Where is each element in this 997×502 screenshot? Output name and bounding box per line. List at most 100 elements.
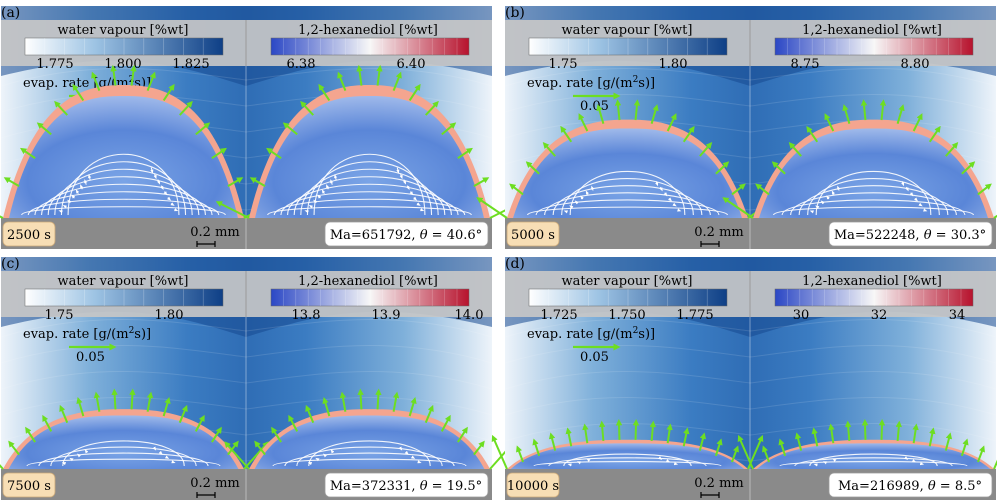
flow-arrowhead (84, 449, 89, 454)
flow-arrowhead (84, 179, 88, 185)
evaporation-flux-arrow (25, 426, 36, 443)
evaporation-flux-arrow (282, 122, 298, 136)
evaporation-flux-arrow (650, 104, 659, 124)
flow-arrowhead (665, 459, 671, 463)
evaporation-flux-arrow (844, 420, 852, 442)
flow-arrowhead (659, 186, 663, 192)
evaporation-flux-arrow (194, 414, 205, 432)
evaporation-flux-arrow (560, 125, 573, 143)
droplet-interior (8, 415, 239, 469)
flow-streamline (781, 199, 966, 216)
panel-d: (d) water vapour [%wt] 1.725 1.750 1.775 1,2-… (491, 256, 997, 500)
water-tick-label: 1.775 (36, 57, 73, 72)
water-tick-label: 1.800 (104, 57, 141, 72)
evaporation-flux-arrow (632, 418, 640, 440)
evaporation-flux-arrow (288, 414, 299, 432)
evaporation-flux-arrow (578, 113, 589, 132)
evaporation-flux-arrow (755, 183, 770, 196)
time-badge: 2500 s (2, 221, 56, 247)
water-vapour-title: water vapour [%wt] (58, 23, 189, 38)
water-vapour-title: water vapour [%wt] (58, 274, 189, 289)
evaporation-flux-arrow (227, 177, 244, 188)
flow-arrowhead (822, 461, 828, 465)
flow-streamline (561, 178, 694, 216)
hexanediol-title: 1,2-hexanediol [%wt] (802, 23, 942, 38)
evaporation-flux-arrow (425, 100, 439, 116)
hexanediol-title: 1,2-hexanediol [%wt] (298, 274, 438, 289)
flow-arrowhead (171, 460, 176, 464)
flow-streamline (527, 206, 728, 216)
marangoni-box (828, 221, 993, 247)
flow-streamline (300, 168, 439, 216)
flow-arrowhead (677, 208, 682, 212)
flow-arrowhead (77, 453, 81, 458)
flow-arrowhead (410, 455, 416, 459)
scale-bar: 0.2 mm (190, 476, 240, 498)
time-label: 5000 s (511, 228, 555, 243)
scale-bar: 0.2 mm (694, 476, 744, 498)
hexanediol-tick-label: 32 (871, 308, 888, 323)
droplet-left (0, 388, 269, 470)
flow-arrowhead (914, 197, 919, 202)
evaporation-flux-arrow (722, 197, 754, 219)
time-label: 10000 s (507, 479, 559, 494)
evaporation-flux-arrow (300, 100, 314, 116)
flow-arrowhead (71, 194, 76, 199)
evaporation-flux-arrow (111, 388, 118, 410)
flow-streamline (798, 185, 949, 216)
flow-streamline (50, 446, 197, 467)
flow-arrowhead (591, 185, 595, 191)
marangoni-info: Ma=522248, θ = 30.3° (828, 221, 993, 247)
hexanediol-colorbar (270, 37, 470, 56)
evaporation-flux-arrow (8, 440, 20, 456)
evaporation-flux-arrow (615, 418, 623, 440)
water-tick-label: 1.80 (659, 57, 688, 72)
water-tick-label: 1.750 (608, 308, 645, 323)
flow-arrowhead (655, 181, 659, 187)
flow-arrowhead (574, 200, 579, 205)
evaporation-flux-arrow (806, 125, 819, 143)
evaporation-flux-arrow (146, 71, 156, 91)
flow-arrowhead (323, 453, 327, 458)
scale-label: 0.2 mm (694, 476, 743, 491)
flow-streamline (67, 153, 180, 216)
flow-streamline (552, 185, 703, 216)
droplet-left (491, 418, 764, 470)
evaporation-flux-arrow (130, 64, 137, 86)
evaporation-flux-arrow (473, 177, 490, 188)
time-label: 7500 s (7, 479, 51, 494)
flow-arrowhead (156, 179, 161, 185)
evap-rate-title: evap. rate [g/(m2s)] (527, 326, 655, 342)
panel-label: (c) (1, 256, 20, 272)
flow-arrowhead (905, 186, 909, 192)
flow-arrowhead (417, 460, 422, 464)
flow-streamline (313, 153, 426, 216)
marangoni-box (828, 472, 993, 498)
flow-arrowhead (901, 181, 905, 187)
water-vapour-title: water vapour [%wt] (562, 23, 693, 38)
water-colorbar (528, 288, 728, 307)
flow-arrowhead (326, 184, 330, 190)
hexanediol-tick-label: 8.80 (901, 57, 930, 72)
evaporation-flux-arrow (912, 113, 923, 132)
evaporation-flux-arrow (356, 64, 363, 86)
marangoni-label: Ma=651792, θ = 40.6° (330, 228, 482, 243)
flow-streamline (548, 457, 707, 467)
water-colorbar (528, 37, 728, 56)
evap-rate-title: evap. rate [g/(m2s)] (527, 75, 655, 91)
flow-streamline (306, 161, 433, 216)
evaporation-flux-arrow (778, 438, 787, 457)
flow-arrowhead (88, 174, 92, 181)
hexanediol-colorbar (774, 37, 974, 56)
evaporation-flux-arrow (714, 438, 723, 457)
scale-label: 0.2 mm (190, 225, 239, 240)
droplet-right (722, 99, 997, 219)
flow-streamline (809, 453, 938, 467)
evap-reference-value: 0.05 (580, 350, 609, 365)
time-label: 2500 s (7, 228, 51, 243)
flow-arrowhead (904, 456, 909, 460)
flow-arrowhead (160, 185, 164, 191)
flow-streamline (273, 198, 466, 216)
panel-label: (b) (505, 5, 525, 21)
